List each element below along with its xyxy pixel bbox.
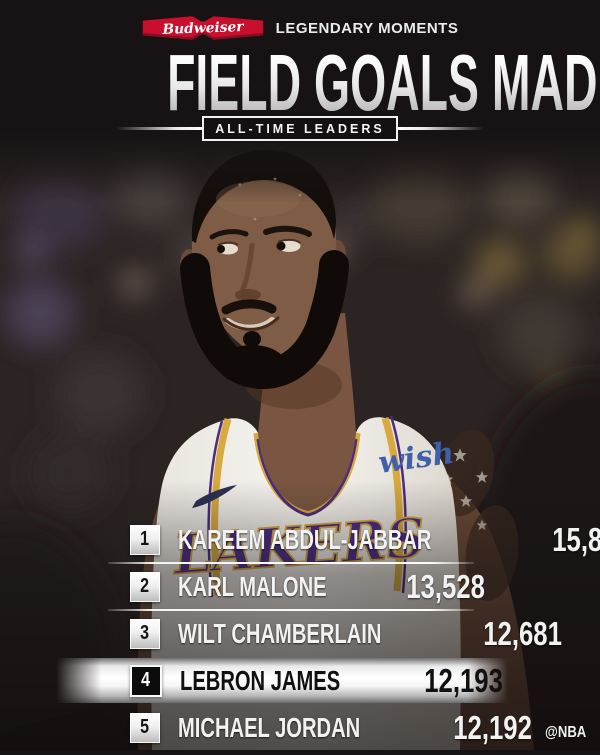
player-name: KARL MALONE — [178, 570, 327, 602]
rank-number: 1 — [140, 528, 150, 550]
player-value: 15,837 — [552, 520, 600, 558]
row-divider — [108, 562, 474, 564]
page-title: FIELD GOALS MADE — [0, 43, 600, 123]
rank-number: 2 — [140, 575, 150, 597]
sponsor-tagline: LEGENDARY MOMENTS — [275, 19, 459, 37]
subtitle-badge: ALL-TIME LEADERS — [202, 116, 398, 141]
subtitle-rule-right — [397, 127, 484, 130]
leaderboard-row-4-highlighted: 4 LEBRON JAMES 12,193 — [0, 657, 600, 704]
rank-badge: 5 — [130, 712, 160, 743]
header-fade — [0, 133, 600, 203]
leaderboard-row-1: 1 KAREEM ABDUL-JABBAR 15,837 — [0, 516, 600, 564]
budweiser-wordmark: Budweiser — [161, 19, 245, 38]
leaderboard: 1 KAREEM ABDUL-JABBAR 15,837 2 KARL MALO… — [0, 516, 600, 751]
player-name: MICHAEL JORDAN — [178, 711, 361, 743]
rank-number: 3 — [140, 622, 150, 644]
leaderboard-row-3: 3 WILT CHAMBERLAIN 12,681 — [0, 610, 600, 657]
player-name: LEBRON JAMES — [180, 664, 341, 696]
rank-number: 5 — [140, 716, 150, 738]
row-divider — [108, 609, 474, 611]
leaderboard-row-5: 5 MICHAEL JORDAN 12,192 — [0, 704, 600, 751]
bottom-scrim — [0, 480, 600, 750]
rank-badge: 4 — [130, 664, 162, 697]
player-value: 12,193 — [424, 661, 504, 699]
budweiser-logo-icon: Budweiser — [142, 16, 263, 40]
nba-watermark: @NBA — [544, 724, 586, 741]
player-value: 12,192 — [453, 708, 532, 746]
player-name: KAREEM ABDUL-JABBAR — [178, 523, 432, 555]
player-value: 12,681 — [482, 614, 562, 652]
header: Budweiser LEGENDARY MOMENTS FIELD GOALS … — [0, 0, 600, 141]
rank-badge: 3 — [130, 618, 160, 649]
leaderboard-row-2: 2 KARL MALONE 13,528 — [0, 563, 600, 611]
subtitle-row: ALL-TIME LEADERS — [0, 116, 600, 141]
rank-badge: 2 — [130, 571, 160, 602]
subtitle-rule-left — [116, 127, 203, 130]
rank-number: 4 — [141, 669, 151, 691]
player-name: WILT CHAMBERLAIN — [178, 617, 382, 649]
player-value: 13,528 — [406, 567, 486, 605]
rank-badge: 1 — [130, 524, 160, 555]
sponsor-row: Budweiser LEGENDARY MOMENTS — [0, 0, 600, 43]
